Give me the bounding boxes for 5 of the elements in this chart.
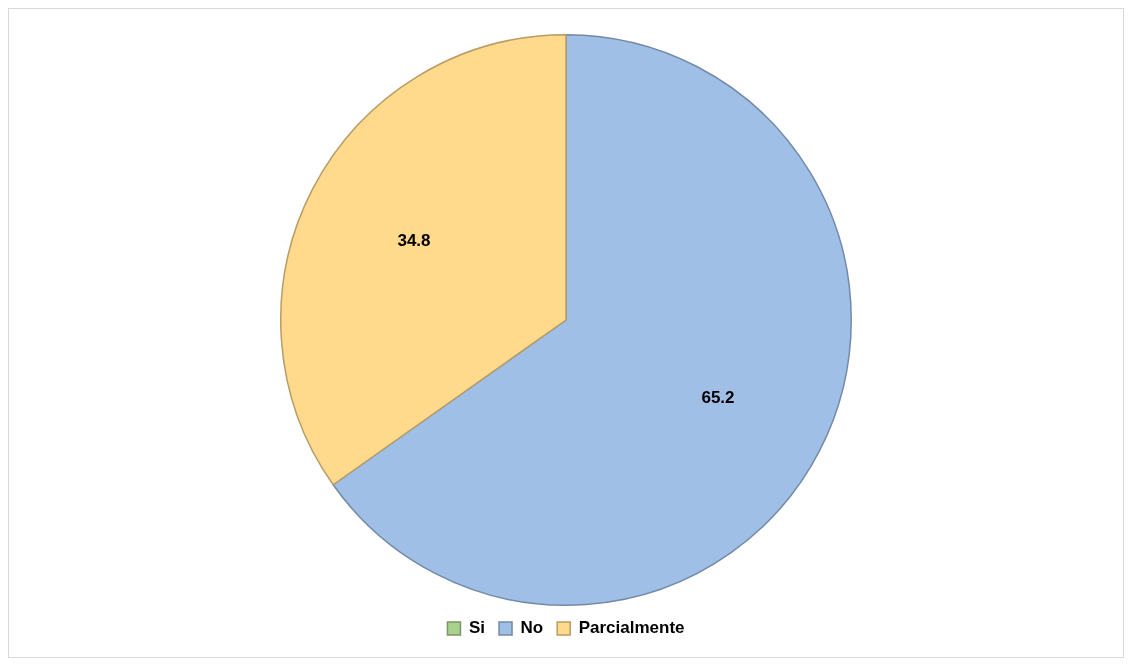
legend-label: Si xyxy=(468,618,486,638)
data-label: 34.8 xyxy=(397,231,431,251)
data-label: 65.2 xyxy=(701,388,735,408)
legend-label: No xyxy=(520,618,544,638)
legend-label: Parcialmente xyxy=(578,618,685,638)
